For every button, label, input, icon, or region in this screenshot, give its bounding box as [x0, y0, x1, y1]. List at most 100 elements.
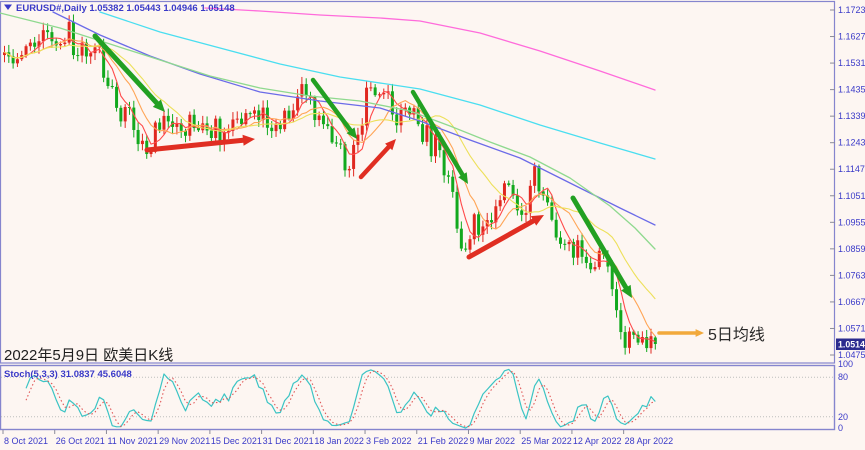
- candle-body: [41, 30, 45, 42]
- candlestick-series: [3, 14, 657, 355]
- price-tick-label: 1.09550: [838, 217, 865, 227]
- candle-body: [576, 240, 580, 258]
- candle-body: [533, 166, 537, 186]
- candle-body: [287, 110, 291, 119]
- time-tick-label: 18 Jan 2022: [314, 436, 364, 446]
- chart-axes[interactable]: 1.17230 1.16270 1.15310 1.14350 1.13390 1.124…: [2, 5, 865, 446]
- candle-body: [546, 195, 550, 203]
- price-tick-label: 1.12430: [838, 138, 865, 148]
- candle-body: [597, 250, 601, 268]
- candle-body: [89, 53, 93, 57]
- price-tick-label: 1.14350: [838, 85, 865, 95]
- stoch-k-line: [25, 368, 656, 429]
- candle-body: [140, 140, 144, 145]
- price-tick-label: 1.07630: [838, 270, 865, 280]
- stoch-axis[interactable]: 100 80 200: [838, 359, 853, 433]
- ma-line-ma10: [4, 38, 656, 337]
- candle-body: [429, 125, 433, 157]
- time-tick-label: 15 Dec 2021: [211, 436, 262, 446]
- candle-body: [468, 239, 472, 250]
- candle-body: [166, 115, 170, 122]
- candle-body: [278, 123, 282, 130]
- current-price-tag: 1.05148: [836, 338, 865, 350]
- candle-body: [80, 42, 84, 56]
- candle-body: [615, 289, 619, 311]
- candle-body: [321, 115, 325, 125]
- candle-body: [145, 140, 149, 155]
- trend-arrow-head: [346, 127, 357, 139]
- candle-body: [248, 113, 252, 115]
- time-tick-label: 11 Nov 2021: [107, 436, 157, 446]
- candle-body: [102, 45, 106, 78]
- candle-body: [235, 118, 239, 120]
- trend-arrow-head: [695, 329, 704, 337]
- time-tick-label: 25 Mar 2022: [521, 436, 572, 446]
- long-ma-magenta: [204, 7, 656, 91]
- candle-body: [334, 142, 338, 144]
- candle-body: [136, 129, 140, 145]
- main-panel-border[interactable]: [0, 0, 836, 364]
- candle-body: [11, 56, 15, 64]
- candle-body: [179, 123, 183, 131]
- candle-body: [149, 151, 153, 155]
- chart-menu-triangle-icon[interactable]: [4, 4, 12, 11]
- candle-body: [222, 132, 226, 145]
- candle-body: [300, 84, 304, 97]
- long-ma-green: [0, 12, 656, 250]
- stoch-scale-label: 0: [838, 423, 843, 433]
- candle-body: [649, 336, 653, 349]
- candle-body: [554, 219, 558, 238]
- candle-body: [3, 52, 6, 56]
- candle-body: [231, 119, 235, 131]
- candle-body: [356, 134, 360, 145]
- time-tick-label: 26 Oct 2021: [56, 436, 105, 446]
- trend-arrow-shaft: [144, 137, 246, 153]
- candle-body: [464, 248, 468, 250]
- candle-body: [490, 220, 494, 223]
- ma-line-ma20: [4, 44, 656, 300]
- candle-body: [123, 107, 127, 122]
- time-tick-label: 9 Mar 2022: [469, 436, 515, 446]
- candle-body: [84, 42, 88, 57]
- price-axis[interactable]: 1.17230 1.16270 1.15310 1.14350 1.13390 1.124…: [830, 5, 865, 360]
- time-axis[interactable]: 8 Oct 2021 26 Oct 2021 11 Nov 2021 29 Nov 2…: [2, 430, 673, 446]
- trend-arrow-shaft: [570, 195, 629, 291]
- candle-body: [63, 42, 67, 45]
- candle-body: [115, 86, 119, 108]
- candle-body: [15, 59, 19, 64]
- candle-body: [632, 331, 636, 335]
- candle-body: [390, 91, 394, 115]
- candle-body: [227, 130, 231, 133]
- candle-body: [304, 84, 308, 96]
- candle-body: [330, 126, 334, 143]
- candle-body: [537, 166, 541, 192]
- candle-body: [558, 237, 562, 244]
- stoch-d-line: [25, 370, 656, 428]
- candle-body: [446, 175, 450, 177]
- candle-body: [459, 228, 463, 249]
- ma-line-ma5: [4, 37, 656, 343]
- trend-arrow-shaft: [358, 144, 391, 180]
- price-tick-label: 1.10510: [838, 191, 865, 201]
- candle-body: [455, 191, 459, 229]
- trend-arrow-shaft: [310, 77, 353, 133]
- candle-body: [571, 241, 575, 258]
- stoch-panel-border[interactable]: [0, 364, 836, 431]
- price-tick-label: 1.16270: [838, 32, 865, 42]
- candle-body: [472, 214, 476, 240]
- stochastic-indicator: [25, 368, 656, 429]
- candle-body: [416, 108, 420, 125]
- candle-body: [24, 46, 28, 56]
- candle-body: [132, 107, 136, 130]
- candle-body: [502, 183, 506, 201]
- candle-body: [382, 92, 386, 95]
- candle-body: [274, 123, 278, 132]
- candle-body: [93, 47, 97, 54]
- candle-body: [412, 108, 416, 115]
- candle-body: [515, 195, 519, 211]
- candle-body: [653, 337, 657, 344]
- date-note: 2022年5月9日 欧美日K线: [4, 347, 173, 364]
- candle-body: [481, 226, 485, 235]
- candle-body: [158, 122, 162, 130]
